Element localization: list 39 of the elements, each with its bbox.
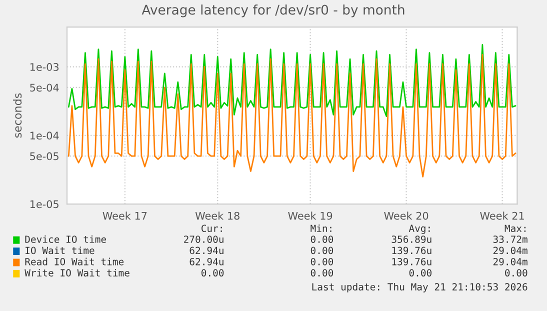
- x-tick-label: Week 21: [480, 212, 524, 220]
- text: 33.72m: [493, 236, 528, 243]
- text: 0.00: [310, 246, 334, 254]
- y-axis-title: seconds: [13, 93, 22, 138]
- y-tick-label: 5e-04: [30, 84, 59, 92]
- text: 0.00: [310, 236, 334, 243]
- legend-label: Device IO time: [25, 235, 106, 243]
- text: 29.04m: [493, 246, 528, 254]
- text: Min:: [310, 224, 332, 232]
- text: Cur:: [202, 224, 222, 232]
- text: Last update: Thu May 21 21:10:53 2026: [312, 282, 528, 292]
- text: 139.76u: [392, 246, 432, 254]
- text: 0.00: [310, 269, 334, 277]
- text: 29.04m: [493, 258, 528, 266]
- x-tick-label: Week 17: [102, 212, 147, 220]
- legend-label: Write IO Wait time: [24, 269, 130, 277]
- line-series: [68, 54, 516, 178]
- text: 62.94u: [190, 258, 224, 266]
- legend-label: Read IO Wait time: [25, 258, 124, 266]
- text: 62.94u: [190, 246, 224, 254]
- y-tick-label: 1e-03: [30, 63, 59, 71]
- y-tick-label: 5e-05: [30, 152, 58, 160]
- text: 139.76u: [392, 258, 432, 266]
- text: 356.89u: [392, 236, 432, 243]
- text: 0.00: [310, 258, 334, 266]
- legend-label: IO Wait time: [26, 246, 94, 254]
- text: 0.00: [201, 269, 224, 277]
- chart-title: Average latency for /dev/sr0 - by month: [142, 4, 404, 18]
- text: 270.00u: [184, 236, 224, 243]
- x-tick-label: Week 20: [384, 212, 428, 220]
- text: Max:: [504, 224, 526, 232]
- x-tick-label: Week 19: [288, 212, 332, 220]
- y-tick-label: 1e-04: [30, 132, 59, 140]
- text: 0.00: [505, 269, 528, 277]
- x-tick-label: Week 18: [195, 212, 240, 220]
- line-series: [68, 44, 516, 117]
- text: 0.00: [409, 269, 432, 277]
- y-tick-label: 1e-05: [30, 200, 58, 208]
- text: Avg:: [408, 224, 430, 234]
